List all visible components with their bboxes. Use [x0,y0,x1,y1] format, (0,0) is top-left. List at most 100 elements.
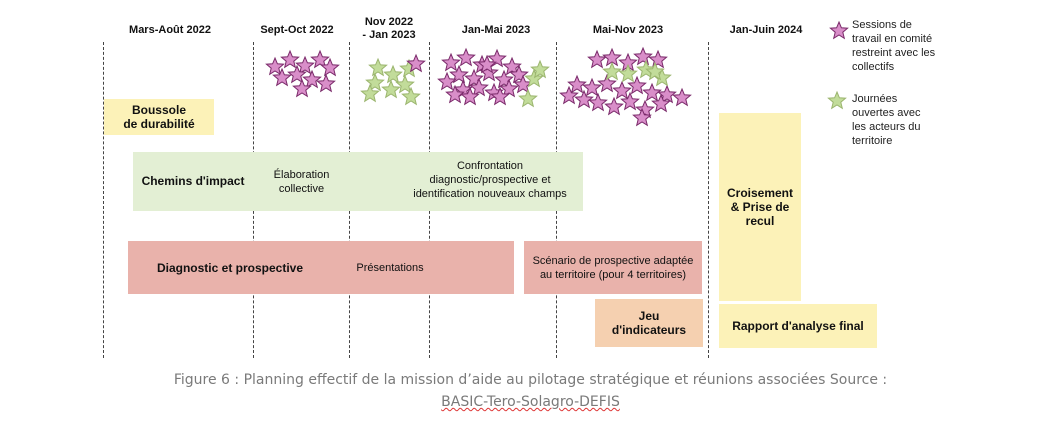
pink-star-icon [509,64,529,84]
period-label-jan-juin-2024: Jan-Juin 2024 [729,24,803,36]
pink-star-icon [627,75,647,95]
pink-star-icon [604,96,624,116]
pink-star-icon [487,48,507,68]
legend-line: les acteurs du [852,121,921,133]
green-star-icon [618,63,638,83]
period-label-sept-oct-2022: Sept-Oct 2022 [260,24,334,36]
chemins-note-elaboration: Élaboration collective [254,168,349,196]
rapport-box: Rapport d'analyse final [719,304,877,348]
green-star-icon [395,74,415,94]
figure-caption-line1: Figure 6 : Planning effectif de la missi… [173,372,888,388]
pink-star-icon [406,53,426,73]
green-star-icon [383,64,403,84]
boussole-box: Boussole de durabilité [104,99,214,135]
pink-star-icon [310,49,330,69]
figure-caption-line2: BASIC-Tero-Solagro-DEFIS [0,392,1061,412]
chemins-impact-bar [133,152,583,211]
jeu-line2: d'indicateurs [611,323,687,337]
pink-star-icon [449,64,469,84]
green-star-icon [645,61,665,81]
diagnostic-title: Diagnostic et prospective [156,261,304,275]
pink-star-icon [320,57,340,77]
legend-green-text: Journées ouvertes avec les acteurs du te… [852,92,920,148]
pink-star-icon [642,82,662,102]
chemins-note-confrontation: Confrontation diagnostic/prospective et … [400,159,580,201]
pink-star-icon [567,74,587,94]
pink-star-icon [464,68,484,88]
scenario-box: Scénario de prospective adaptée au terri… [524,241,702,294]
period-label-mars-aout-2022: Mars-Août 2022 [129,24,211,36]
scenario-line2: au territoire (pour 4 territoires) [539,268,687,281]
green-star-icon [368,57,388,77]
pink-star-icon [441,52,461,72]
period-label-line1: Nov 2022 [364,16,414,28]
green-star-icon [365,72,385,92]
pink-star-icon [635,99,655,119]
period-divider [708,42,709,358]
green-star-icon [602,61,622,81]
pink-star-icon [477,54,497,74]
green-star-icon [381,79,401,99]
pink-star-icon [456,47,476,67]
legend-line: ouvertes avec [852,107,921,119]
note-line: Confrontation [456,160,524,172]
period-divider [103,42,104,358]
pink-star-icon [265,56,285,76]
pink-star-icon [469,77,489,97]
green-star-icon [827,90,847,110]
pink-star-icon [620,91,640,111]
pink-star-icon [672,87,692,107]
pink-star-icon [574,89,594,109]
pink-star-icon [633,46,653,66]
period-label-mai-nov-2023: Mai-Nov 2023 [592,24,664,36]
figure-caption-source: BASIC-Tero-Solagro-DEFIS [441,394,620,410]
green-star-icon [518,88,538,108]
chemins-impact-title: Chemins d'impact [141,174,245,188]
pink-star-icon [657,84,677,104]
boussole-line2: de durabilité [123,117,195,131]
legend-pink-text: Sessions de travail en comité restreint … [852,18,935,74]
period-label-line2: - Jan 2023 [362,29,416,41]
pink-star-icon [632,107,652,127]
pink-star-icon [292,78,312,98]
pink-star-icon [445,84,465,104]
pink-star-icon [437,71,457,91]
note-line: identification nouveaux champs [413,188,567,200]
legend-line: Sessions de [852,19,912,31]
legend-line: collectifs [852,61,895,73]
pink-star-icon [559,85,579,105]
pink-star-icon [280,49,300,69]
note-line: Élaboration [273,169,330,181]
pink-star-icon [494,69,514,89]
pink-star-icon [612,80,632,100]
diagnostic-note-presentations: Présentations [356,262,424,274]
legend-line: restreint avec les [852,47,936,59]
legend-line: Journées [852,93,898,105]
scenario-line1: Scénario de prospective adaptée [532,254,694,267]
period-label-jan-mai-2023: Jan-Mai 2023 [461,24,531,36]
pink-star-icon [502,56,522,76]
pink-star-icon [651,93,671,113]
pink-star-icon [597,73,617,93]
pink-star-icon [499,78,519,98]
pink-star-icon [295,55,315,75]
croisement-line2: & Prise de [730,200,790,214]
croisement-line3: recul [745,214,775,228]
pink-star-icon [287,64,307,84]
pink-star-icon [490,86,510,106]
pink-star-icon [316,73,336,93]
diagnostic-bar [128,241,514,294]
green-star-icon [360,83,380,103]
pink-star-icon [648,49,668,69]
green-star-icon [530,59,550,79]
boussole-line1: Boussole [131,103,186,117]
croisement-line1: Croisement [726,186,794,200]
legend-line: travail en comité [852,33,933,45]
jeu-line1: Jeu [638,309,660,323]
pink-star-icon [460,86,480,106]
jeu-indicateurs-box: Jeu d'indicateurs [595,299,703,347]
pink-star-icon [829,20,849,40]
note-line: diagnostic/prospective et [429,174,551,186]
legend-line: territoire [852,135,893,147]
